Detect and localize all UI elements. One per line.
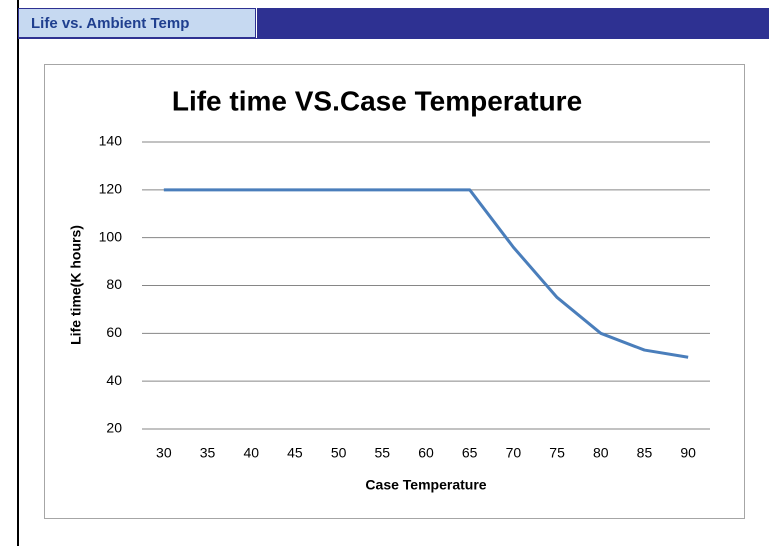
header-line xyxy=(18,38,769,39)
x-tick-label: 50 xyxy=(331,445,347,461)
x-tick-label: 60 xyxy=(418,445,434,461)
x-tick-label: 70 xyxy=(506,445,522,461)
x-tick-label: 40 xyxy=(243,445,259,461)
chart-frame xyxy=(44,64,745,519)
x-tick-label: 80 xyxy=(593,445,609,461)
x-tick-label: 75 xyxy=(549,445,565,461)
x-tick-label: 45 xyxy=(287,445,303,461)
x-tick-label: 65 xyxy=(462,445,478,461)
y-tick-label: 120 xyxy=(99,181,123,197)
x-tick-label: 90 xyxy=(680,445,696,461)
y-tick-label: 100 xyxy=(99,228,123,244)
data-line xyxy=(163,188,689,359)
x-tick-label: 85 xyxy=(637,445,653,461)
x-axis-label: Case Temperature xyxy=(365,477,486,493)
y-tick-label: 20 xyxy=(106,420,122,436)
y-tick-label: 60 xyxy=(106,324,122,340)
y-tick-label: 80 xyxy=(106,276,122,292)
x-tick-label: 55 xyxy=(375,445,391,461)
y-axis-label: Life time(K hours) xyxy=(68,225,84,345)
x-tick-label: 30 xyxy=(156,445,172,461)
border-line xyxy=(17,0,19,546)
tab[interactable]: Life vs. Ambient Temp xyxy=(18,8,256,38)
y-tick-label: 40 xyxy=(106,372,122,388)
y-tick-label: 140 xyxy=(99,133,123,149)
chart-title: Life time VS.Case Temperature xyxy=(172,85,582,116)
x-tick-label: 35 xyxy=(200,445,216,461)
header-bar xyxy=(257,8,769,38)
